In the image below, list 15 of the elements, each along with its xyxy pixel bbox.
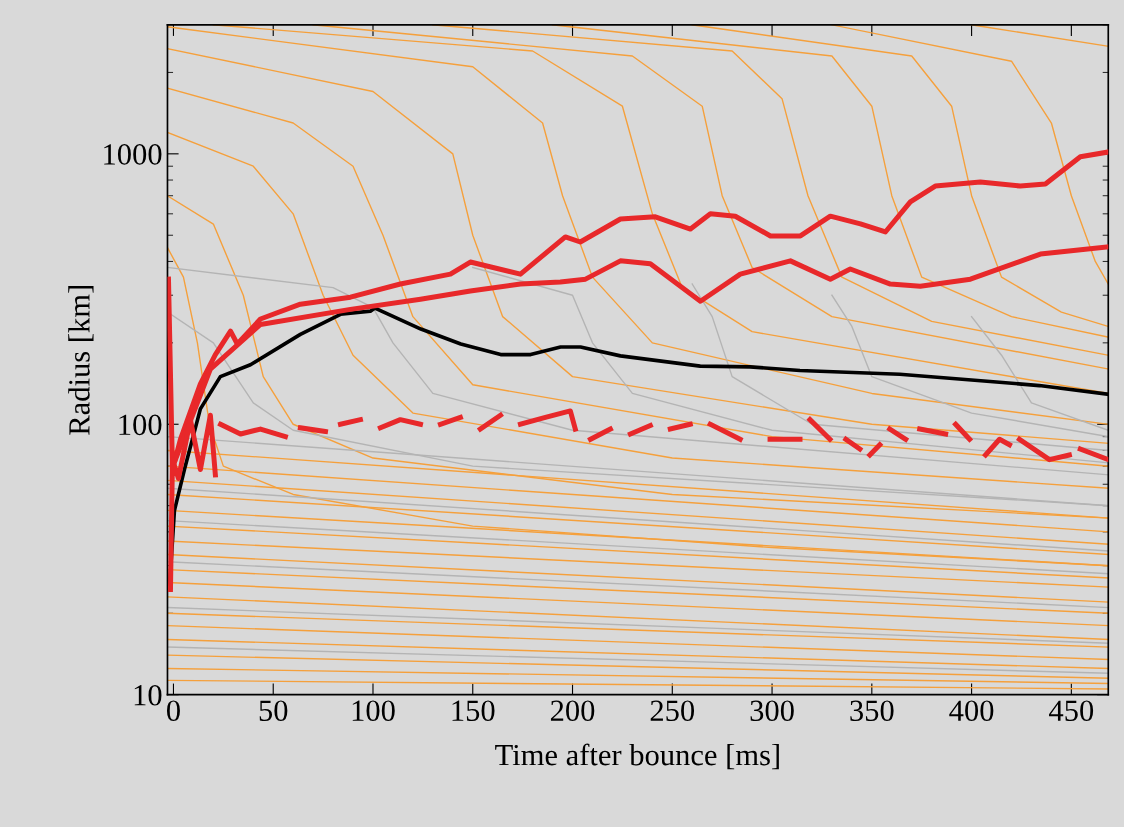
x-tick-label: 250: [650, 700, 695, 722]
y-tick-label: 1000: [104, 144, 162, 165]
y-tick-label: 100: [119, 414, 162, 436]
x-tick-label: 100: [352, 700, 395, 722]
x-tick-label: 200: [550, 700, 595, 722]
x-tick-label: 400: [949, 700, 994, 722]
x-tick-label: 450: [1049, 700, 1094, 722]
x-tick-label: 350: [850, 700, 894, 722]
x-tick-label: 0: [166, 700, 180, 722]
y-axis-title: Radius [km]: [68, 286, 94, 435]
y-tick-label: 10: [134, 684, 162, 706]
x-tick-label: 300: [750, 700, 794, 722]
x-tick-label: 50: [259, 700, 288, 722]
x-tick-label: 150: [452, 700, 495, 722]
x-axis-title: Time after bounce [ms]: [495, 743, 779, 770]
